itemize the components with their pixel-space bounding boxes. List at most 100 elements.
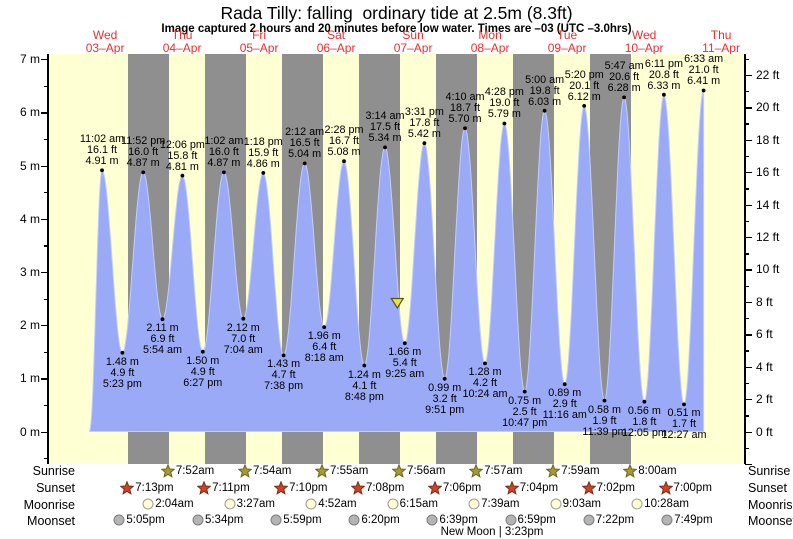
day-name: Sat [327, 28, 346, 42]
right-axis-label: 22 ft [756, 67, 780, 82]
circle-shape [305, 498, 317, 509]
tide-label-line: 6.28 m [607, 82, 641, 95]
row-label-right: Moonset [748, 514, 793, 528]
left-axis-tick [41, 431, 48, 433]
day-date: 05–Apr [239, 40, 279, 55]
moonset-event: 5:05pm [113, 514, 165, 526]
left-axis-tick [41, 271, 48, 274]
high-tide-label: 1:02 am 16.0 ft 4.87 m [204, 136, 243, 169]
right-axis-label: 12 ft [756, 229, 780, 244]
moonset-event: 5:34pm [192, 514, 243, 526]
sunset-event: 7:11pm [197, 481, 250, 495]
tide-label-line: 1.50 m [186, 354, 220, 367]
tide-label-line: 2.11 m [146, 322, 179, 335]
tide-point-dot [522, 389, 527, 394]
right-axis-tick [745, 334, 752, 336]
moonset-icon [113, 514, 125, 526]
right-axis-tick [745, 301, 752, 304]
left-axis-label: 6 m [19, 105, 40, 120]
left-axis-tick [44, 298, 48, 300]
circle-shape [583, 514, 595, 526]
tide-point-dot [582, 104, 587, 108]
tide-point-dot [200, 349, 205, 354]
right-axis-tick [745, 399, 752, 401]
tide-label-line: 1.66 m [388, 346, 422, 359]
day-label: Mon 08–Apr [471, 29, 510, 54]
chart-title: Rada Tilly: falling ordinary tide at 2.5… [220, 3, 573, 23]
moonrise-icon [631, 498, 643, 509]
low-tide-label: 0.75 m 2.5 ft 10:47 pm [502, 395, 547, 429]
tide-label-line: 4.81 m [165, 160, 199, 173]
sunset-time: 7:08pm [365, 482, 405, 494]
tide-label-line: 20.1 ft [569, 79, 600, 92]
tide-label-line: 6.03 m [528, 95, 562, 108]
moonrise-event: 2:04am [142, 498, 194, 510]
moonset-time: 5:05pm [126, 514, 165, 526]
low-tide-label: 2.12 m 7.0 ft 7:04 am [223, 322, 263, 356]
circle-shape [426, 514, 438, 526]
low-tide-label: 0.51 m 1.7 ft 12:27 am [662, 408, 707, 441]
low-tide-label: 1.96 m 6.4 ft 8:18 am [305, 331, 344, 364]
low-tide-label: 1.50 m 4.9 ft 6:27 pm [183, 354, 222, 389]
right-axis-tick [745, 204, 752, 206]
tide-area [89, 90, 705, 432]
left-axis-line [47, 54, 49, 464]
tide-point-dot [120, 350, 125, 355]
circle-shape [348, 514, 360, 526]
tide-label-line: 4.7 ft [271, 369, 296, 382]
tide-label-line: 7:04 am [223, 343, 263, 356]
tide-point-dot [562, 382, 567, 387]
left-axis-label: 7 m [19, 52, 40, 67]
moonset-icon [505, 514, 516, 526]
tide-label-line: 4.1 ft [352, 379, 377, 392]
sunrise-event: 7:52am [160, 464, 214, 478]
row-label-left: Moonrise [23, 497, 75, 512]
day-name: Thu [171, 28, 193, 42]
right-axis-tick [745, 415, 749, 417]
sunset-event: 7:08pm [350, 481, 405, 495]
tide-point-dot [682, 402, 686, 407]
row-label-left: Sunrise [32, 464, 75, 478]
sunrise-event: 7:56am [392, 464, 445, 478]
left-axis-label: 4 m [19, 211, 40, 226]
tide-label-line: 2.9 ft [552, 398, 577, 411]
left-axis-label: 2 m [19, 318, 40, 333]
moonset-time: 6:59pm [517, 514, 556, 526]
tide-label-line: 3:14 am [365, 110, 405, 123]
tide-point-dot [302, 161, 307, 166]
moonrise-icon [468, 498, 480, 509]
sunrise-icon [160, 464, 175, 478]
high-tide-label: 6:11 pm 20.8 ft 6.33 m [644, 57, 684, 92]
tide-label-line: 6:33 am [684, 53, 724, 66]
right-axis-tick [745, 269, 752, 271]
moonset-icon [348, 514, 360, 526]
tide-label-line: 4.9 ft [190, 365, 215, 378]
day-label: Thu 04–Apr [163, 29, 202, 54]
moonset-event: 7:22pm [583, 514, 634, 526]
tide-point-dot [160, 317, 165, 322]
tide-label-line: 6:11 pm [644, 57, 684, 70]
tide-label-line: 1.28 m [468, 366, 502, 379]
tide-label-line: 5.70 m [448, 113, 482, 126]
low-tide-label: 0.99 m 3.2 ft 9:51 pm [425, 382, 464, 416]
moonrise-icon [305, 498, 317, 509]
tide-label-line: 4.9 ft [110, 366, 135, 379]
sunset-icon [658, 481, 673, 495]
right-axis-tick [745, 58, 749, 60]
tide-label-line: 19.8 ft [529, 84, 560, 97]
tide-label-line: 5:54 am [143, 344, 183, 357]
circle-shape [468, 498, 480, 509]
star-shape [469, 464, 484, 478]
tide-label-line: 2.5 ft [512, 405, 537, 418]
right-axis-label: 20 ft [756, 100, 780, 115]
low-tide-label: 1.66 m 5.4 ft 9:25 am [385, 347, 424, 380]
tide-point-dot [422, 141, 427, 146]
tide-label-line: 7.0 ft [231, 332, 256, 345]
moonrise-event: 9:03am [550, 498, 601, 510]
high-tide-label: 4:10 am 18.7 ft 5.70 m [445, 92, 484, 125]
sunset-event: 7:00pm [658, 481, 712, 495]
high-tide-label: 12:06 pm 15.8 ft 4.81 m [160, 139, 205, 173]
star-shape [427, 481, 442, 495]
tide-label-line: 6.4 ft [312, 341, 337, 354]
